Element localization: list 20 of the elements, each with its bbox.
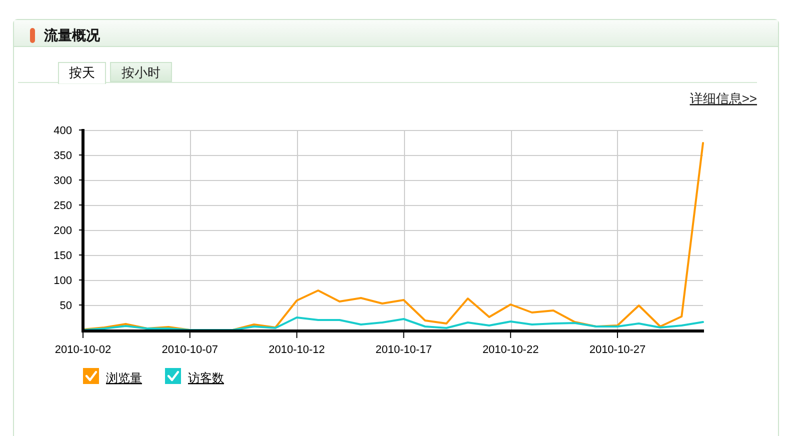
x-tick-label: 2010-10-27: [589, 344, 646, 356]
y-tick-label: 200: [54, 225, 72, 237]
y-tick-label: 400: [54, 125, 72, 137]
y-tick-label: 250: [54, 200, 72, 212]
x-tick-label: 2010-10-07: [162, 344, 218, 356]
chart-title: 流量概况: [43, 27, 101, 43]
text: 按天: [69, 65, 95, 80]
x-tick-label: 2010-10-12: [268, 344, 325, 356]
legend-label: 访客数: [188, 371, 224, 385]
y-tick-label: 50: [60, 300, 72, 312]
y-tick-label: 350: [54, 150, 72, 162]
x-tick-label: 2010-10-22: [482, 344, 539, 356]
y-tick-label: 300: [54, 175, 72, 187]
x-tick-label: 2010-10-17: [376, 344, 432, 356]
link: 详细信息>>: [690, 91, 757, 106]
y-tick-label: 100: [54, 275, 72, 287]
y-tick-label: 150: [54, 250, 72, 262]
legend-label: 浏览量: [106, 371, 142, 385]
text: 按小时: [122, 65, 160, 80]
x-tick-label: 2010-10-02: [54, 344, 112, 356]
